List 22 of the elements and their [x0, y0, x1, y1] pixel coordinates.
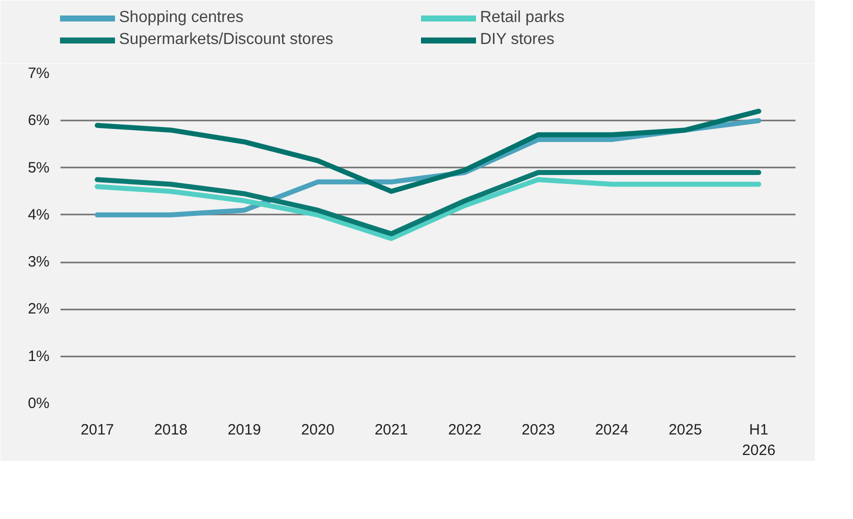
- x-tick-label: 2020: [301, 422, 334, 438]
- x-tick-label: 2021: [374, 422, 408, 438]
- x-tick-label: 2022: [448, 422, 482, 438]
- legend-label: Retail parks: [480, 9, 566, 27]
- y-tick-label: 2%: [28, 300, 50, 318]
- y-tick-label: 4%: [28, 206, 50, 224]
- x-tick-label: 2024: [595, 422, 628, 438]
- y-tick-label: 7%: [28, 65, 50, 82]
- y-tick-label: 3%: [28, 254, 50, 271]
- y-tick-label: 5%: [28, 159, 50, 176]
- x-tick-label: 2018: [154, 422, 188, 438]
- legend-label: Supermarkets/Discount stores: [119, 31, 334, 49]
- x-tick-label: 2023: [522, 422, 555, 438]
- y-tick-label: 0%: [28, 395, 50, 412]
- x-tick-label: 2025: [668, 422, 702, 438]
- y-tick-label: 1%: [28, 348, 50, 365]
- y-tick-label: 6%: [28, 112, 50, 130]
- x-tick-label: 2019: [228, 422, 261, 438]
- legend-label: Shopping centres: [119, 9, 245, 27]
- legend-label: DIY stores: [480, 31, 556, 49]
- x-tick-label: H1 2026: [742, 422, 776, 459]
- x-tick-label: 2017: [80, 422, 114, 438]
